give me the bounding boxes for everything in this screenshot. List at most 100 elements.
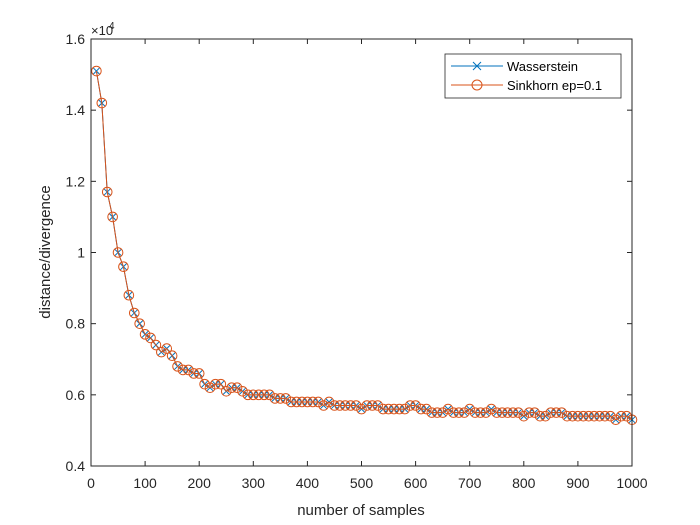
data-point-circle-marker — [237, 385, 248, 397]
data-point-circle-marker — [442, 403, 454, 415]
data-point-circle-marker — [96, 97, 108, 109]
data-point-circle-marker — [383, 403, 394, 415]
data-point-circle-marker — [605, 410, 616, 422]
data-point-circle-marker — [377, 403, 389, 415]
data-point-circle-marker — [480, 407, 492, 418]
data-point-circle-marker — [567, 410, 578, 422]
data-point-circle-marker — [561, 410, 573, 422]
legend-label-sinkhorn: Sinkhorn ep=0.1 — [507, 78, 602, 93]
data-point-circle-marker — [302, 396, 313, 408]
plot-area — [91, 39, 632, 466]
x-tick-label: 900 — [566, 475, 590, 491]
data-point-circle-marker — [367, 400, 378, 411]
data-point-circle-marker — [242, 389, 254, 401]
x-tick-label: 500 — [350, 475, 374, 491]
legend-marker-sinkhorn — [471, 79, 483, 91]
data-point-circle-marker — [464, 403, 476, 415]
data-point-circle-marker — [502, 407, 513, 418]
axis-layer: 0 100 200 300 400 500 600 700 800 900 1000 0.4 0.6 0.… — [66, 31, 648, 491]
data-point-circle-marker — [540, 410, 551, 422]
data-point-circle-marker — [128, 307, 140, 319]
data-point-circle-marker — [145, 332, 156, 344]
x-tick-label: 100 — [133, 475, 157, 491]
data-point-circle-marker — [296, 396, 308, 408]
data-point-circle-marker — [421, 403, 432, 415]
data-point-circle-marker — [583, 410, 595, 422]
data-point-circle-marker — [388, 403, 400, 415]
data-point-circle-marker — [275, 393, 286, 404]
data-point-circle-marker — [431, 407, 443, 418]
data-point-circle-marker — [150, 339, 162, 351]
data-point-circle-marker — [188, 368, 200, 379]
data-point-circle-marker — [550, 407, 562, 418]
legend-box — [444, 53, 622, 99]
data-point-circle-marker — [156, 346, 167, 358]
data-point-circle-marker — [101, 186, 113, 198]
data-point-circle-marker — [334, 400, 346, 411]
data-point-circle-marker — [183, 364, 194, 376]
data-point-circle-marker — [329, 400, 340, 411]
series-layer — [91, 65, 638, 426]
data-point-circle-marker — [621, 410, 632, 422]
data-point-circle-marker — [529, 407, 540, 418]
data-point-circle-marker — [199, 378, 210, 390]
data-point-circle-marker — [475, 407, 486, 418]
y-tick-label: 0.6 — [66, 387, 86, 403]
data-point-circle-marker — [253, 389, 265, 401]
data-point-circle-marker — [518, 410, 530, 422]
data-point-circle-marker — [285, 396, 297, 408]
data-point-circle-marker — [453, 407, 465, 418]
data-point-circle-marker — [231, 382, 243, 394]
data-point-circle-marker — [307, 396, 319, 408]
data-point-circle-marker — [404, 400, 416, 411]
series-line — [95, 70, 633, 421]
data-point-x-marker — [92, 67, 100, 75]
data-point-circle-marker — [599, 410, 611, 422]
data-point-circle-marker — [572, 410, 584, 422]
data-point-circle-marker — [469, 407, 481, 418]
y-tick-label: 1.6 — [66, 31, 86, 47]
data-point-circle-marker — [248, 389, 259, 401]
data-point-circle-marker — [534, 410, 546, 422]
data-point-circle-marker — [372, 400, 384, 411]
data-point-circle-marker — [588, 410, 600, 422]
data-point-circle-marker — [210, 378, 221, 390]
data-point-circle-marker — [350, 400, 362, 411]
data-point-circle-marker — [269, 393, 281, 404]
data-point-circle-marker — [399, 403, 411, 415]
data-point-circle-marker — [161, 343, 173, 354]
data-point-circle-marker — [545, 407, 557, 418]
data-point-circle-marker — [318, 400, 329, 411]
data-point-circle-marker — [486, 403, 497, 415]
data-point-circle-marker — [91, 65, 102, 77]
data-point-circle-marker — [291, 396, 302, 408]
data-point-circle-marker — [139, 329, 151, 340]
data-point-circle-marker — [426, 407, 438, 418]
x-tick-label: 700 — [458, 475, 482, 491]
data-point-circle-marker — [264, 389, 275, 401]
data-point-circle-marker — [448, 407, 459, 418]
x-tick-label: 0 — [87, 475, 95, 491]
data-point-circle-marker — [491, 407, 503, 418]
data-point-circle-marker — [410, 400, 421, 411]
data-point-circle-marker — [513, 407, 524, 418]
data-point-circle-marker — [345, 400, 356, 411]
data-point-circle-marker — [361, 400, 373, 411]
data-point-circle-marker — [615, 410, 627, 422]
data-point-circle-marker — [166, 350, 178, 361]
data-point-circle-marker — [177, 364, 189, 376]
data-point-circle-marker — [193, 368, 205, 379]
data-point-circle-marker — [415, 403, 427, 415]
data-point-circle-marker — [323, 396, 335, 408]
data-point-circle-marker — [280, 393, 292, 404]
y-tick-label: 1.2 — [66, 173, 86, 189]
x-tick-label: 300 — [242, 475, 266, 491]
data-point-circle-marker — [226, 382, 237, 394]
legend-label-wasserstein: Wasserstein — [507, 59, 578, 74]
x-tick-label: 600 — [404, 475, 428, 491]
y-exponent-power: 4 — [109, 21, 115, 32]
data-point-circle-marker — [215, 378, 227, 390]
x-tick-label: 800 — [512, 475, 536, 491]
data-point-circle-marker — [523, 407, 535, 418]
